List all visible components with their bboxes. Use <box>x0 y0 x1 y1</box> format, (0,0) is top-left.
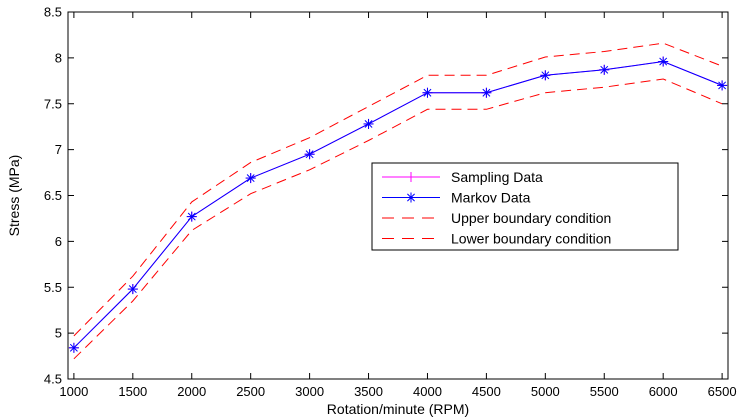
legend-label: Sampling Data <box>451 169 543 185</box>
legend-label: Lower boundary condition <box>451 231 611 247</box>
marker-stroke <box>128 285 137 294</box>
y-tick-label: 5 <box>55 326 62 341</box>
axes: 1000 1500 2000 2500 3000 3500 4000 4500 5000 5500… <box>44 5 737 400</box>
data-point-s2-1 <box>68 342 79 353</box>
legend-item-3: Upper boundary condition <box>382 210 611 226</box>
y-tick-label: 7.5 <box>44 96 62 111</box>
x-tick-label: 5000 <box>531 384 560 399</box>
data-point-s2-6 <box>363 118 374 129</box>
marker-stroke <box>364 119 373 128</box>
y-tick-label: 4.5 <box>44 372 62 387</box>
y-tick-label: 8 <box>55 50 62 65</box>
y-tick-label: 7 <box>55 142 62 157</box>
y-axis-title: Stress (MPa) <box>6 155 22 237</box>
data-point-s2-10 <box>599 64 610 75</box>
legend-item-1: Sampling Data <box>382 169 543 185</box>
x-tick-label: 6000 <box>649 384 678 399</box>
data-point-s2-8 <box>481 87 492 98</box>
x-tick-label: 2000 <box>177 384 206 399</box>
data-point-s2-5 <box>304 149 315 160</box>
marker-stroke <box>482 88 491 97</box>
series-line-2 <box>73 60 723 349</box>
data-point-s2-7 <box>422 87 433 98</box>
legend-label: Markov Data <box>451 190 531 206</box>
y-tick-label: 6.5 <box>44 188 62 203</box>
x-tick-label: 4500 <box>472 384 501 399</box>
data-point-s2-11 <box>658 56 669 67</box>
y-tick-label: 6 <box>55 234 62 249</box>
x-tick-label: 5500 <box>590 384 619 399</box>
series-group <box>68 42 728 360</box>
marker-stroke <box>423 88 432 97</box>
y-tick-label: 5.5 <box>44 280 62 295</box>
x-axis-title: Rotation/minute (RPM) <box>327 401 469 417</box>
x-tick-label: 3000 <box>295 384 324 399</box>
marker-stroke <box>659 57 668 66</box>
legend-label: Upper boundary condition <box>451 210 611 226</box>
legend-marker <box>407 193 415 202</box>
x-tick-label: 1000 <box>59 384 88 399</box>
x-tick-label: 4000 <box>413 384 442 399</box>
x-tick-label: 1500 <box>118 384 147 399</box>
marker-stroke <box>187 212 196 221</box>
marker-stroke <box>246 174 255 183</box>
marker-stroke <box>305 150 314 159</box>
x-tick-label: 3500 <box>354 384 383 399</box>
y-tick-label: 8.5 <box>44 5 62 20</box>
data-point-s2-2 <box>127 284 138 295</box>
data-point-s2-4 <box>245 173 256 184</box>
x-tick-label: 6500 <box>708 384 737 399</box>
legend-item-4: Lower boundary condition <box>382 231 611 247</box>
series-line-3 <box>73 42 723 337</box>
data-point-s2-9 <box>540 70 551 81</box>
legend: Sampling Data Markov Data Upper boundary c… <box>371 162 679 251</box>
marker-stroke <box>718 81 727 90</box>
marker-stroke <box>541 71 550 80</box>
x-tick-label: 2500 <box>236 384 265 399</box>
plot-area <box>68 42 728 360</box>
marker-stroke <box>69 343 78 352</box>
data-point-s2-12 <box>717 80 728 91</box>
series-line-4 <box>73 78 723 360</box>
marker-stroke <box>600 65 609 74</box>
legend-item-2: Markov Data <box>382 190 531 206</box>
data-point-s2-3 <box>186 211 197 222</box>
